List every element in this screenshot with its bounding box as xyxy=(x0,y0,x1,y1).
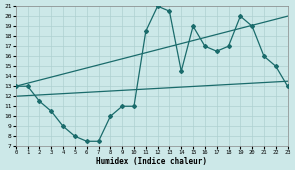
X-axis label: Humidex (Indice chaleur): Humidex (Indice chaleur) xyxy=(96,157,207,166)
